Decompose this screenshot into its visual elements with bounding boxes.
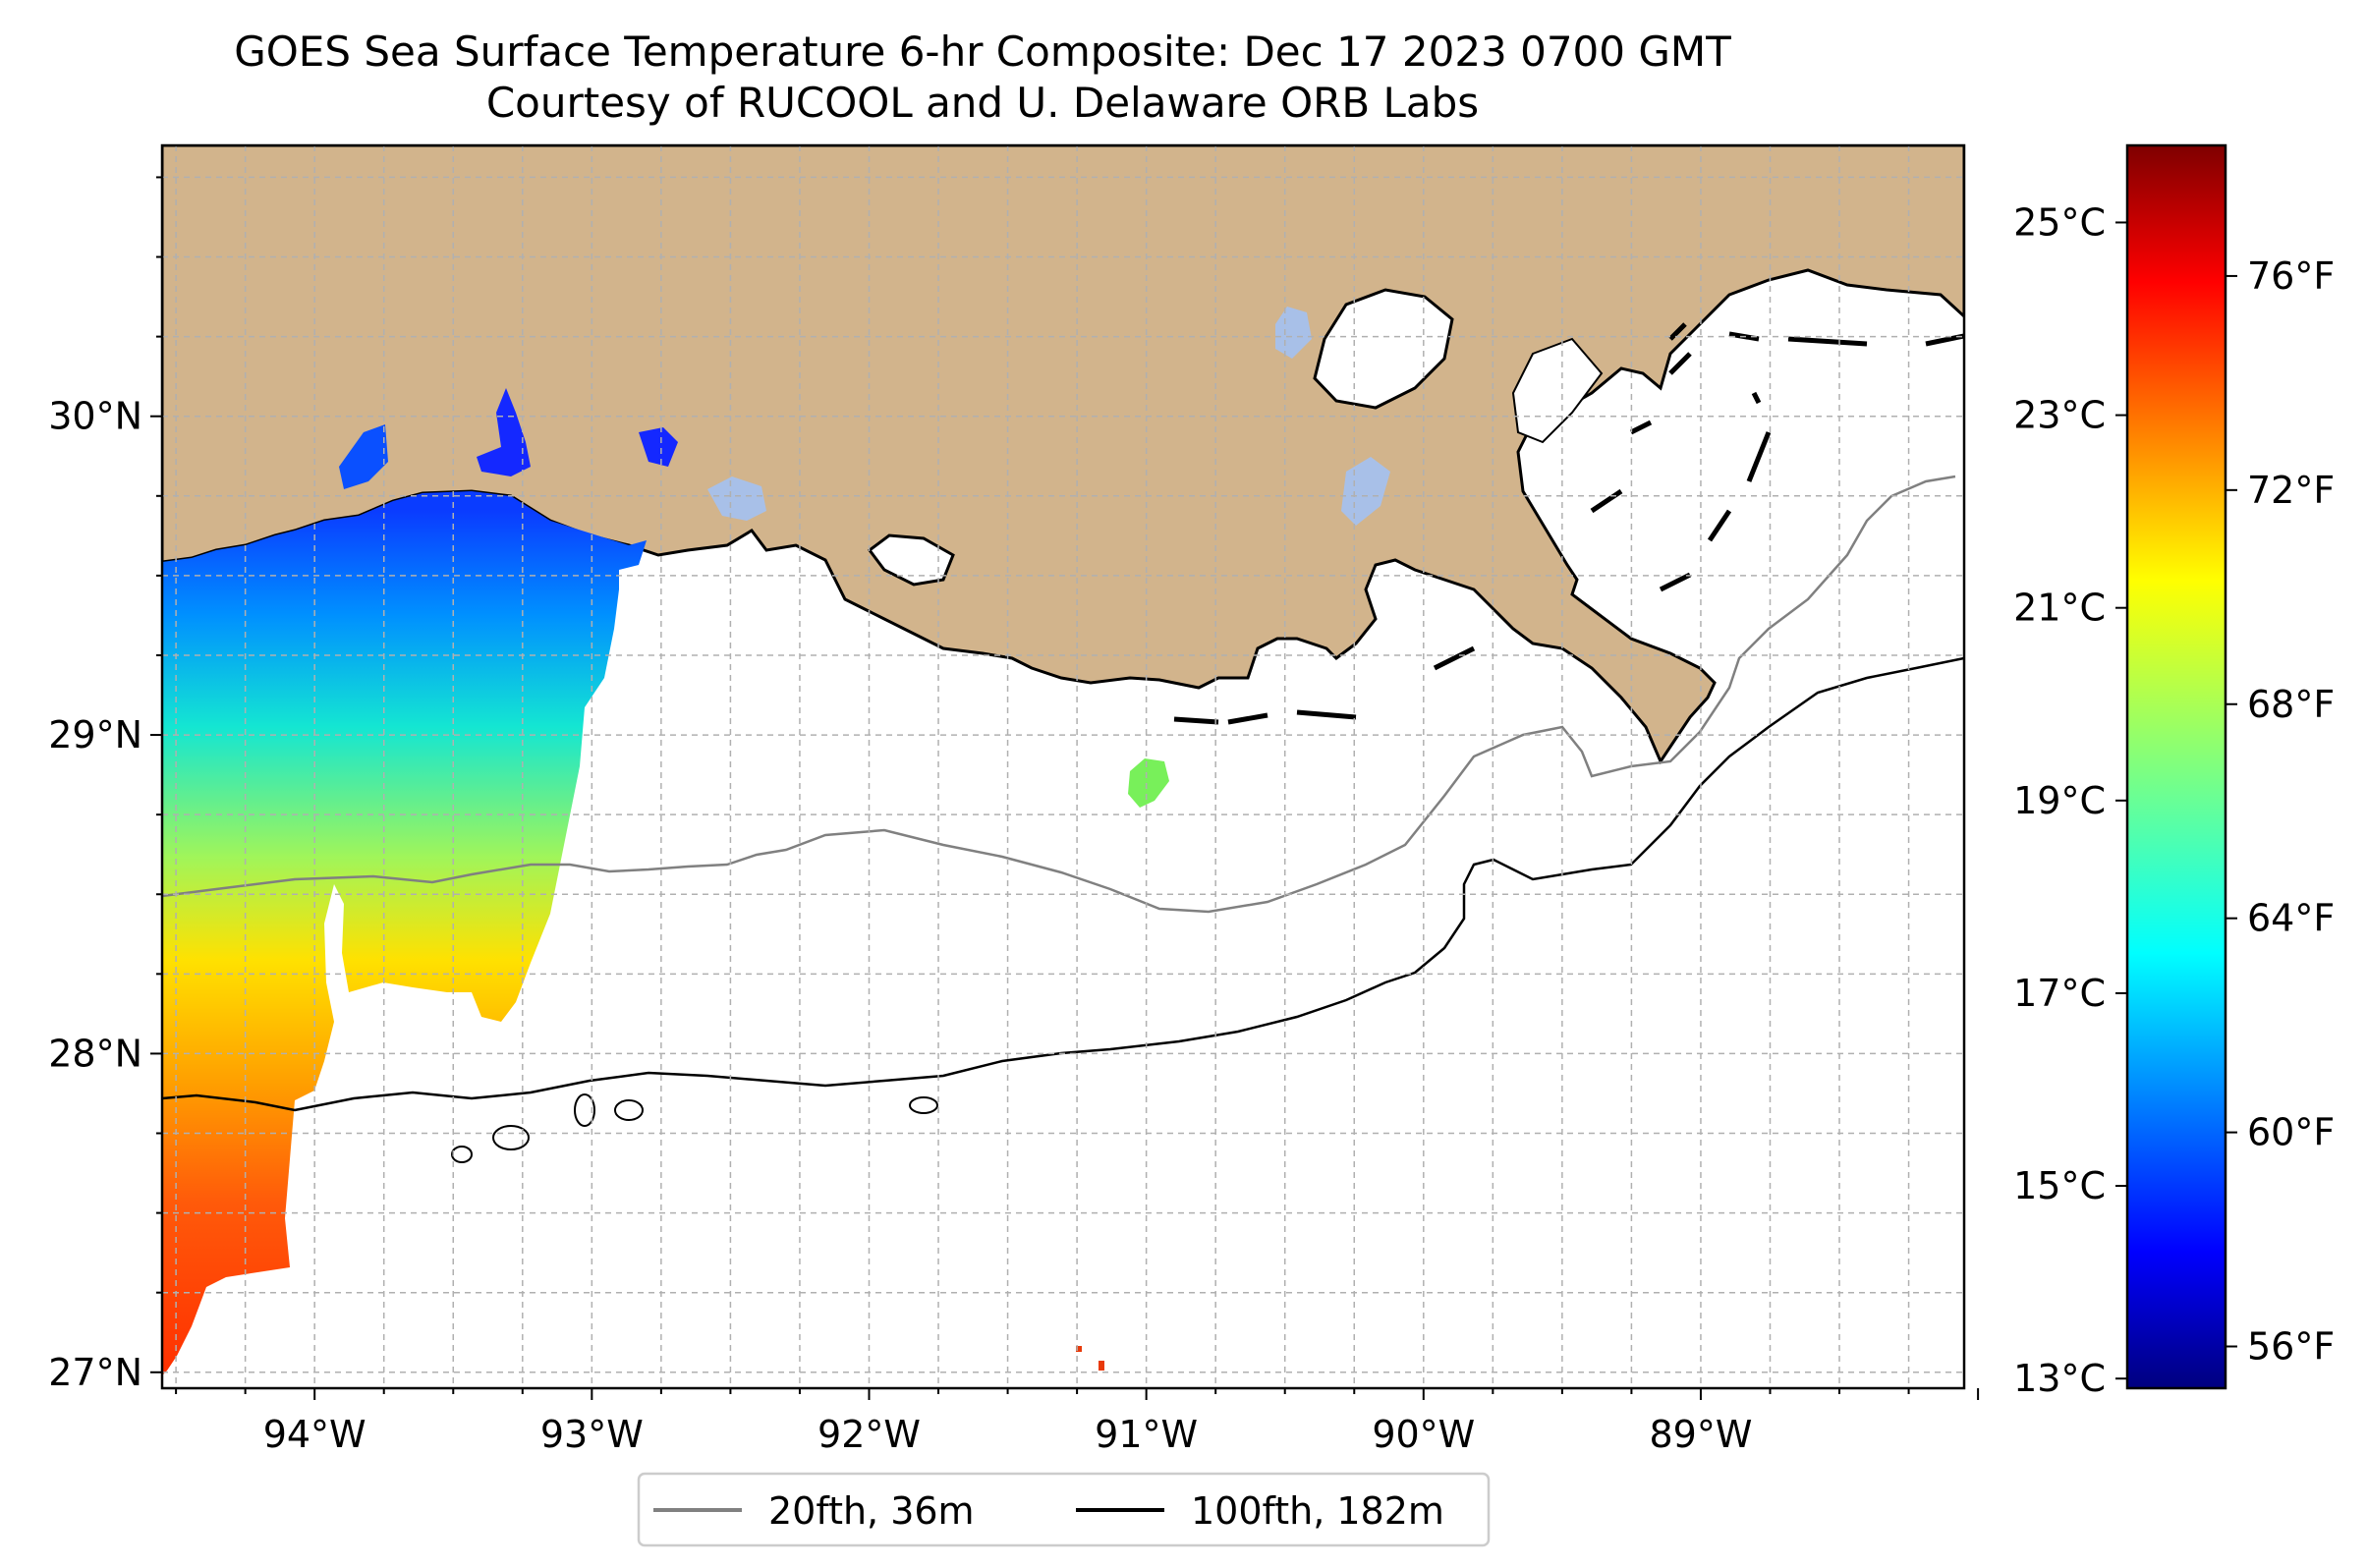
fahrenheit-tick-label: 64°F: [2247, 897, 2335, 940]
colorbar-gradient: [2125, 143, 2227, 1390]
axis-ticks: 94°W 93°W 92°W 91°W 90°W 89°W 27°N 28°N 29°N 30°N: [48, 176, 1980, 1456]
colorbar: 13°C 15°C 17°C 19°C 21°C 23°C 25°C 56°F 60°F 64°F…: [2013, 143, 2335, 1400]
lon-tick-label: 92°W: [817, 1413, 921, 1456]
sst-lake-patch: [339, 424, 388, 489]
gridlines: [162, 145, 1964, 1388]
sst-patch: [1128, 758, 1169, 808]
celsius-tick-label: 25°C: [2013, 200, 2106, 244]
contour-100fth: [451, 1146, 473, 1163]
celsius-tick-label: 15°C: [2013, 1164, 2106, 1207]
contour-100fth: [574, 1093, 595, 1127]
legend-label-100fth: 100fth, 182m: [1191, 1489, 1444, 1533]
lon-tick-label: 94°W: [263, 1413, 366, 1456]
lat-tick-label: 30°N: [48, 395, 142, 438]
lon-tick-label: 91°W: [1095, 1413, 1198, 1456]
fahrenheit-tick-label: 72°F: [2247, 469, 2335, 512]
celsius-tick-label: 23°C: [2013, 394, 2106, 437]
map-title: GOES Sea Surface Temperature 6-hr Compos…: [234, 28, 1731, 76]
celsius-tick-label: 17°C: [2013, 972, 2106, 1015]
contour-20fth: [162, 475, 1956, 914]
lat-tick-label: 28°N: [48, 1032, 142, 1075]
map-panel: 94°W 93°W 92°W 91°W 90°W 89°W 27°N 28°N 29°N 30°N: [48, 143, 1980, 1456]
fahrenheit-tick-label: 76°F: [2247, 254, 2335, 298]
lon-tick-label: 89°W: [1649, 1413, 1752, 1456]
vermilion-bay: [867, 533, 955, 587]
contour-100fth: [614, 1099, 644, 1121]
celsius-tick-label: 13°C: [2013, 1357, 2106, 1400]
sst-pixel: [1099, 1361, 1104, 1371]
lon-tick-label: 90°W: [1372, 1413, 1475, 1456]
lake-pontchartrain: [1313, 288, 1454, 410]
celsius-tick-label: 21°C: [2013, 587, 2106, 630]
fahrenheit-tick-label: 60°F: [2247, 1111, 2335, 1154]
sst-lake-patch: [639, 427, 678, 467]
contour-100fth: [162, 656, 1964, 1112]
lake-grey-blue: [1341, 457, 1390, 526]
contour-100fth: [492, 1125, 530, 1150]
lake-grey-blue: [707, 476, 766, 521]
legend: 20fth, 36m 100fth, 182m: [637, 1472, 1491, 1547]
lat-tick-label: 27°N: [48, 1351, 142, 1394]
colorbar-ticks: 13°C 15°C 17°C 19°C 21°C 23°C 25°C 56°F 60°F 64°F…: [2013, 200, 2335, 1400]
sst-data-region: [162, 491, 647, 1375]
legend-label-20fth: 20fth, 36m: [768, 1489, 975, 1533]
fahrenheit-tick-label: 56°F: [2247, 1325, 2335, 1369]
lat-tick-label: 29°N: [48, 713, 142, 756]
fahrenheit-tick-label: 68°F: [2247, 683, 2335, 726]
map-subtitle: Courtesy of RUCOOL and U. Delaware ORB L…: [485, 79, 1480, 127]
barrier-islands: [1173, 322, 1964, 725]
legend-box: [637, 1472, 1491, 1547]
map-frame: [160, 143, 1966, 1390]
celsius-tick-label: 19°C: [2013, 779, 2106, 822]
sst-pixel: [1076, 1346, 1082, 1352]
sst-lake-patch: [477, 388, 531, 476]
contour-100fth: [909, 1096, 938, 1114]
lon-tick-label: 93°W: [540, 1413, 644, 1456]
